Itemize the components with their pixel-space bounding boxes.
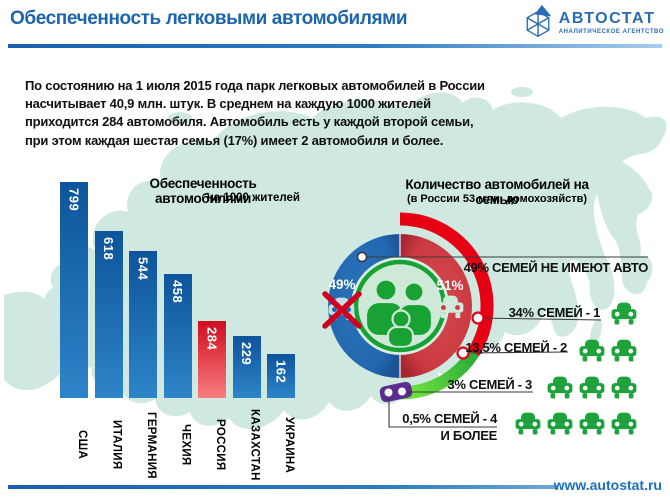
bar-category-label: РОССИЯ — [214, 419, 226, 471]
intro-paragraph: По состоянию на 1 июля 2015 года парк ле… — [25, 78, 485, 148]
bar-value: 618 — [101, 237, 116, 261]
bar-value: 458 — [170, 280, 185, 304]
car-icon — [579, 412, 605, 435]
arc-one-car — [399, 212, 494, 357]
map-island-arctic — [168, 112, 192, 124]
map-island-north — [511, 87, 533, 97]
pct-has-car: 51% — [436, 278, 464, 293]
bar-value: 799 — [66, 188, 82, 212]
bar-6: 229 — [232, 336, 261, 398]
site-url-link[interactable]: www.autostat.ru — [553, 477, 662, 493]
bar-value: 162 — [273, 360, 289, 384]
car-icon — [611, 339, 637, 362]
logo-tagline: АНАЛИТИЧЕСКОЕ АГЕНТСТВО — [558, 29, 664, 35]
bar-category-label: УКРАИНА — [283, 416, 295, 474]
no-car-icon — [322, 291, 362, 329]
bar-category-label: КАЗАХСТАН — [248, 409, 261, 481]
bar-4: 458 — [163, 274, 192, 398]
page-title: Обеспеченность легковыми автомобилями — [10, 8, 408, 29]
header-divider — [8, 44, 662, 48]
bar-value: 544 — [135, 257, 151, 281]
bar-5: 284 — [198, 321, 226, 398]
car-icon — [611, 412, 637, 435]
bar-3: 544 — [129, 251, 157, 398]
car-row-three — [547, 376, 637, 399]
map-island-sakhalin — [590, 318, 602, 346]
autostat-logo: АВТОСТАТ АНАЛИТИЧЕСКОЕ АГЕНТСТВО — [521, 3, 664, 43]
bar-category-label: ИТАЛИЯ — [110, 420, 123, 470]
family-icon — [351, 257, 449, 355]
car-icon — [579, 376, 605, 399]
bar-2: 618 — [94, 231, 123, 398]
car-icon — [611, 302, 637, 325]
autostat-pinwheel-icon — [526, 4, 552, 37]
car-icon — [611, 376, 637, 399]
legend-four-cars-line1: 0,5% СЕМЕЙ - 4 — [402, 411, 497, 426]
bar-category-label: ГЕРМАНИЯ — [145, 411, 157, 479]
car-row-two — [579, 339, 637, 362]
bar-category-label: ЧЕХИЯ — [179, 424, 192, 466]
car-icon — [515, 412, 541, 435]
logo-name: АВТОСТАТ — [558, 10, 656, 27]
bar-value: 284 — [204, 327, 220, 351]
marker-dots — [356, 251, 485, 399]
car-icon — [547, 376, 573, 399]
bar-category-label: США — [76, 430, 88, 460]
bar-1: 799 — [60, 182, 88, 398]
car-icon — [547, 412, 573, 435]
donut-title: Количество автомобилей на семью — [405, 177, 589, 207]
leader-lines — [362, 256, 648, 428]
legend-three-cars: 3% СЕМЕЙ - 3 — [447, 377, 533, 392]
donut-subtitle: (в России 53 млн. домохозяйств) — [406, 193, 588, 205]
car-row-one — [611, 302, 637, 325]
legend-four-cars-line2: И БОЛЕЕ — [440, 428, 498, 443]
car-icon — [579, 339, 605, 362]
bar-7: 162 — [267, 354, 295, 398]
bar-chart-subtitle: на 1000 жителей — [206, 192, 300, 204]
bar-value: 229 — [239, 342, 254, 366]
legend-two-cars: 13,5% СЕМЕЙ - 2 — [465, 340, 567, 355]
map-southwest — [4, 291, 65, 391]
pct-no-car: 49% — [328, 277, 356, 292]
bar-chart-title: Обеспеченность автомобилями — [149, 176, 257, 206]
legend-one-car: 34% СЕМЕЙ - 1 — [508, 305, 601, 320]
footer-divider — [8, 485, 558, 489]
car-row-four — [515, 412, 637, 435]
legend-no-car: 49% СЕМЕЙ НЕ ИМЕЮТ АВТО — [463, 260, 649, 275]
